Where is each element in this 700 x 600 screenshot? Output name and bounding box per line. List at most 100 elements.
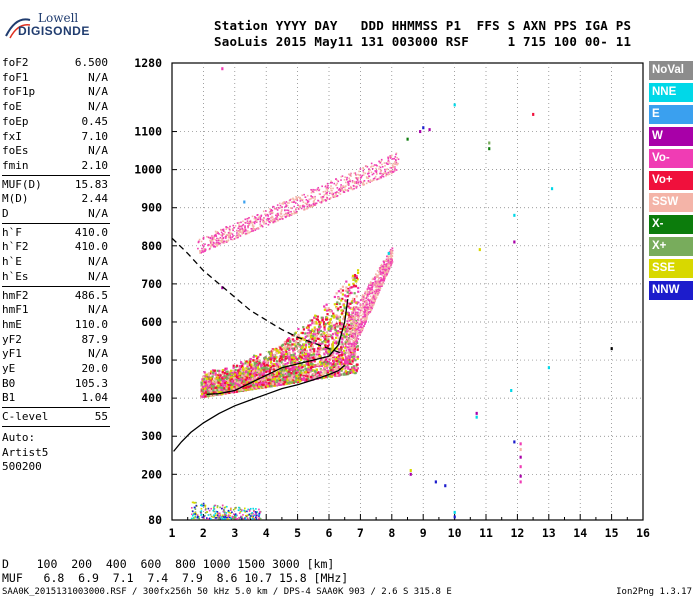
echo-point xyxy=(220,380,223,384)
echo-point xyxy=(221,237,223,240)
echo-point xyxy=(286,342,289,345)
echo-point xyxy=(366,310,369,313)
echo-point xyxy=(307,341,310,344)
echo-point xyxy=(344,362,347,365)
echo-point xyxy=(256,357,259,360)
echo-point xyxy=(355,275,358,278)
echo-point xyxy=(207,385,210,388)
echo-point xyxy=(310,367,313,370)
echo-point xyxy=(376,289,378,291)
echo-point xyxy=(273,359,276,362)
echo-point xyxy=(365,302,367,305)
echo-point xyxy=(390,252,393,254)
echo-point xyxy=(275,213,278,215)
echo-point xyxy=(388,267,391,270)
echo-point xyxy=(210,389,213,392)
param-label: B0 xyxy=(2,376,16,390)
echo-point xyxy=(249,231,252,233)
echo-point xyxy=(351,188,354,191)
echo-point xyxy=(201,385,205,389)
echo-point xyxy=(246,363,249,366)
echo-point xyxy=(241,379,244,382)
echo-point xyxy=(327,340,330,343)
echo-point xyxy=(326,190,329,192)
echo-point xyxy=(337,348,341,351)
param-value: 15.83 xyxy=(74,177,108,191)
echo-point xyxy=(274,220,277,223)
echo-point xyxy=(339,336,343,340)
echo-point xyxy=(355,295,358,298)
echo-point xyxy=(202,251,204,253)
echo-point xyxy=(327,375,330,378)
echo-point xyxy=(322,321,325,324)
echo-point xyxy=(278,372,281,375)
echo-point xyxy=(369,284,372,287)
echo-point xyxy=(341,368,344,371)
echo-point xyxy=(353,292,356,295)
echo-point xyxy=(357,335,359,337)
echo-point xyxy=(359,325,362,327)
echo-point xyxy=(318,360,322,364)
echo-point xyxy=(264,356,267,359)
echo-point xyxy=(277,214,279,216)
echo-point xyxy=(249,360,252,363)
echo-point xyxy=(369,169,371,171)
echo-point xyxy=(288,214,290,217)
echo-point xyxy=(277,362,280,365)
echo-point xyxy=(372,303,375,305)
echo-point xyxy=(310,204,313,207)
echo-point xyxy=(207,372,211,375)
echo-point xyxy=(345,295,348,298)
echo-point xyxy=(379,286,381,289)
echo-point xyxy=(231,385,234,389)
echo-point xyxy=(374,278,377,280)
echo-point xyxy=(344,185,347,187)
echo-point xyxy=(266,213,269,216)
echo-point xyxy=(267,382,271,385)
echo-point xyxy=(361,298,363,301)
echo-point xyxy=(255,362,258,365)
echo-point xyxy=(387,259,390,262)
echo-point xyxy=(307,363,310,367)
echo-point xyxy=(368,293,371,295)
echo-point xyxy=(383,272,386,275)
echo-point xyxy=(320,358,323,362)
echo-point xyxy=(376,270,379,272)
echo-point xyxy=(368,308,371,310)
echo-point xyxy=(201,382,204,385)
echo-point xyxy=(351,311,354,314)
echo-point xyxy=(327,338,330,341)
echo-point xyxy=(318,189,320,192)
echo-point xyxy=(293,367,297,370)
echo-point xyxy=(340,344,343,347)
echo-point xyxy=(270,385,273,388)
echo-point xyxy=(375,275,378,277)
echo-point xyxy=(353,277,356,280)
echo-point xyxy=(227,388,231,391)
echo-point xyxy=(237,234,240,236)
echo-point xyxy=(379,287,382,289)
echo-point xyxy=(325,318,329,321)
echo-point xyxy=(245,367,248,370)
echo-point xyxy=(345,323,349,326)
echo-point xyxy=(255,380,258,384)
echo-point xyxy=(319,368,322,371)
param-value: N/A xyxy=(88,269,108,283)
echo-point xyxy=(348,348,351,351)
echo-point xyxy=(355,174,357,177)
echo-point xyxy=(228,391,231,394)
echo-point xyxy=(236,234,238,236)
echo-point xyxy=(290,368,293,372)
echo-point xyxy=(226,381,229,385)
echo-point xyxy=(334,336,338,339)
echo-point xyxy=(375,296,378,299)
echo-point xyxy=(238,372,241,376)
echo-point xyxy=(327,307,330,310)
echo-point xyxy=(207,373,210,377)
echo-point xyxy=(367,303,370,306)
echo-point xyxy=(284,347,287,350)
echo-point xyxy=(244,225,246,227)
echo-point xyxy=(269,376,273,379)
echo-point xyxy=(254,367,257,370)
echo-point xyxy=(239,231,242,233)
